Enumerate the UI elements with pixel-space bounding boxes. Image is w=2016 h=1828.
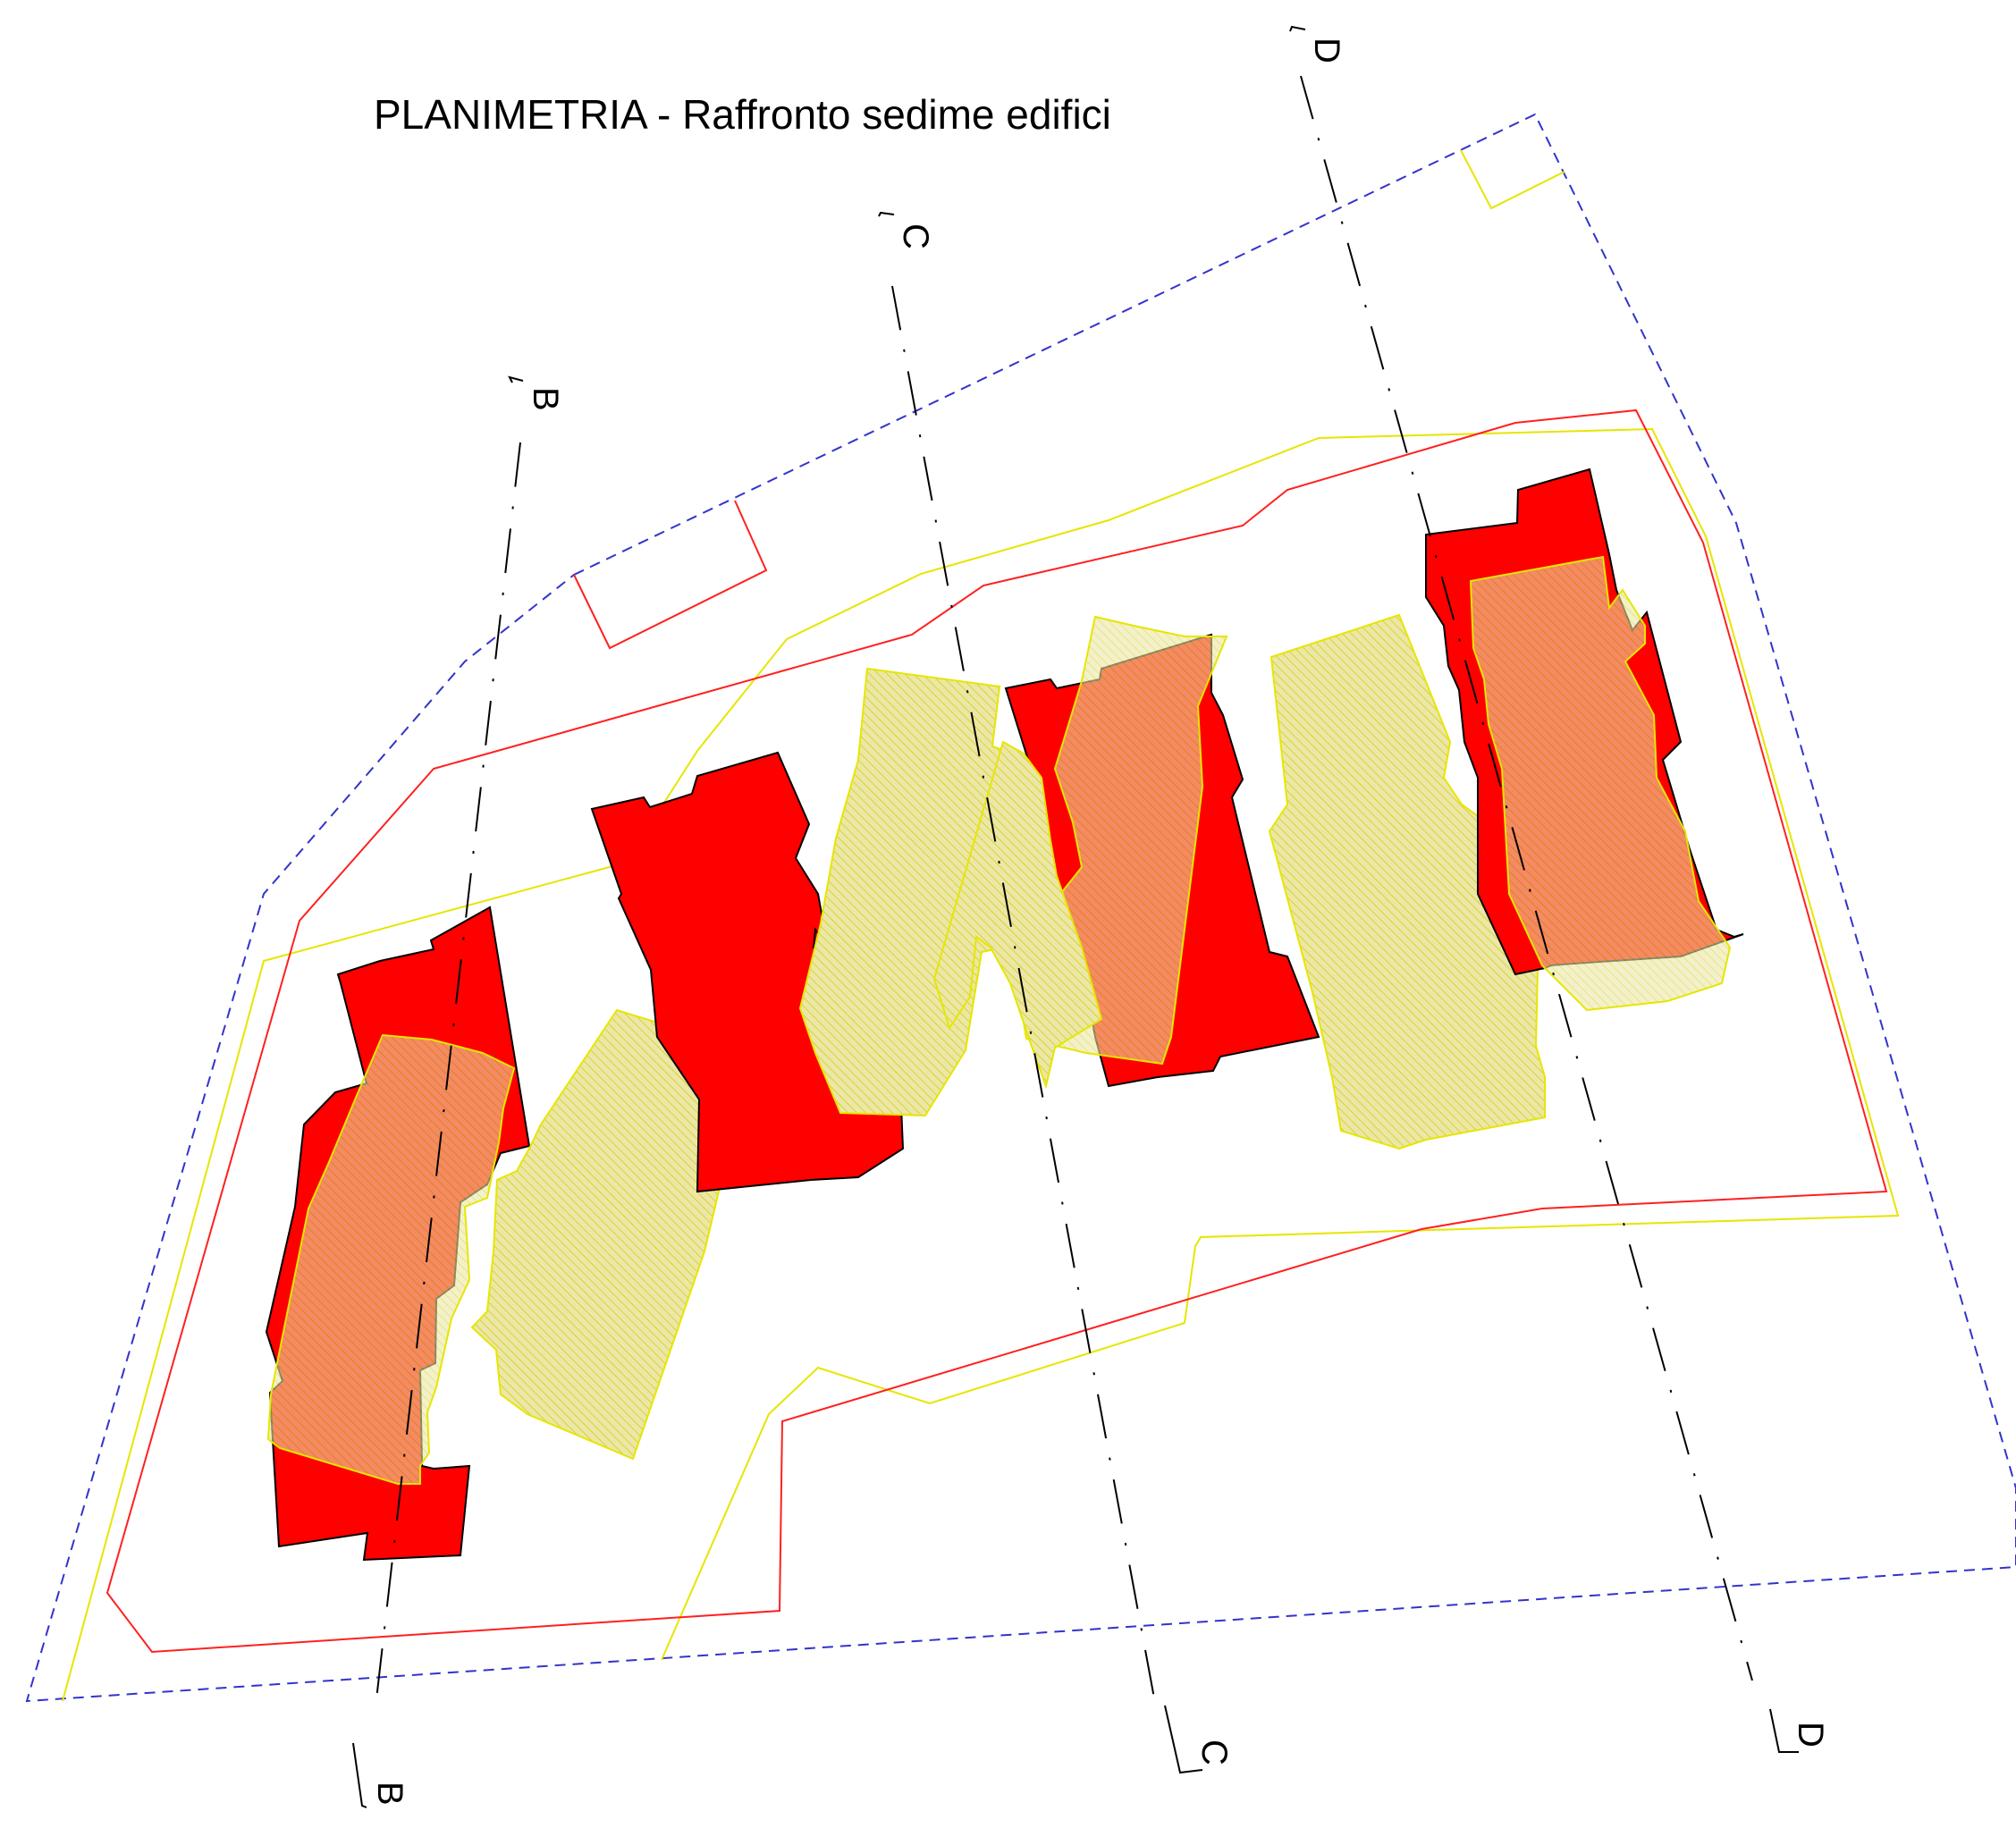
section-label-b-bottom: B	[370, 1782, 409, 1806]
section-label-c-bottom: C	[1194, 1740, 1234, 1765]
section-marker-b-top	[508, 375, 524, 383]
section-label-d-top: D	[1307, 38, 1346, 63]
existing-area-outline	[62, 427, 1900, 1702]
proposed-boundary	[105, 409, 1888, 1654]
existing-building-a1	[266, 1033, 516, 1485]
section-label-d-bottom: D	[1791, 1722, 1830, 1748]
lot-boundary	[25, 113, 2016, 1703]
section-marker-d-top	[1289, 25, 1306, 32]
existing-corner-outline	[1460, 149, 1565, 210]
section-label-c-top: C	[896, 223, 935, 249]
section-line-c	[891, 285, 1156, 1704]
existing-building-d	[1268, 613, 1546, 1150]
existing-building-e	[1469, 555, 1732, 1012]
plan-title: PLANIMETRIA - Raffronto sedime edifici	[374, 91, 1111, 138]
proposed-notch	[573, 500, 768, 650]
section-marker-b-bottom	[352, 1742, 367, 1808]
section-marker-c-top	[878, 211, 895, 217]
section-line-d	[1300, 75, 1753, 1681]
section-marker-d-bottom	[1769, 1708, 1799, 1753]
existing-building-c2	[932, 740, 1103, 1090]
existing-building-a2	[470, 1008, 744, 1461]
new-building-b	[590, 751, 905, 1193]
section-line-b	[375, 442, 521, 1708]
section-marker-c-bottom	[1164, 1705, 1203, 1774]
section-label-b-top: B	[526, 387, 565, 411]
